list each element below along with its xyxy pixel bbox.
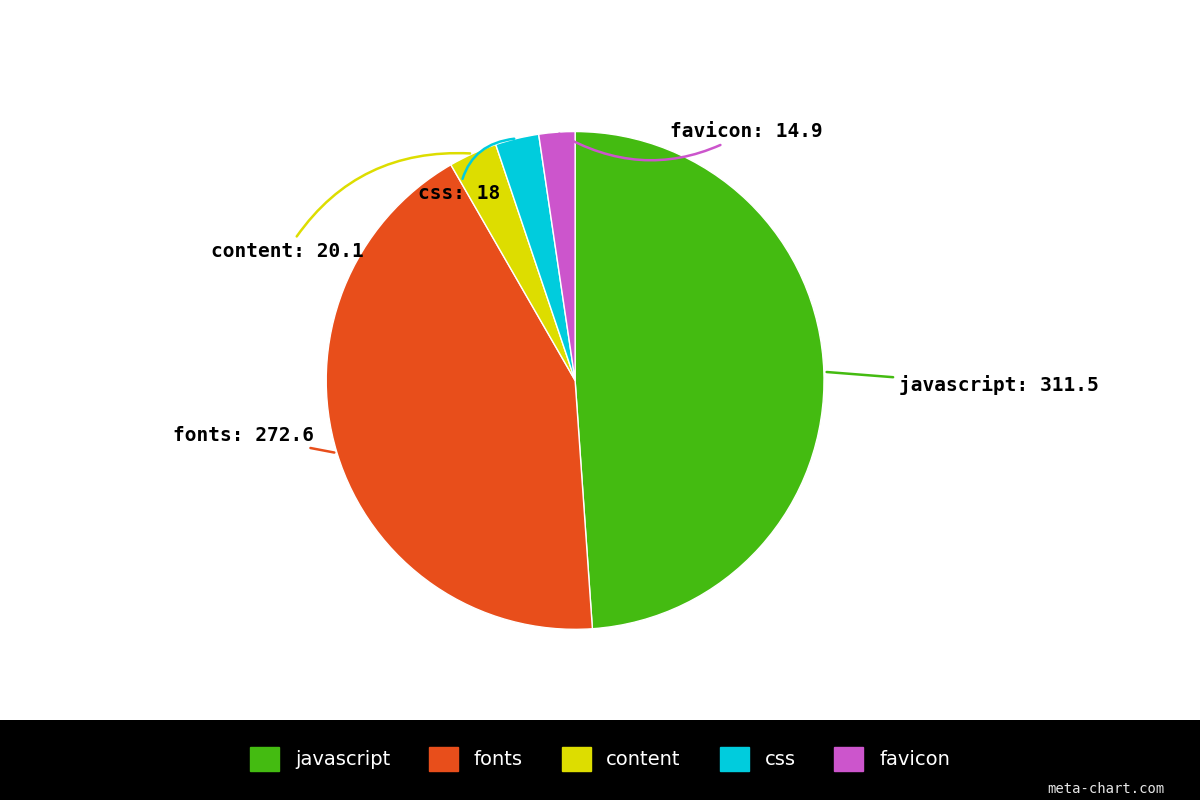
Wedge shape xyxy=(539,131,575,381)
Text: favicon: 14.9: favicon: 14.9 xyxy=(559,122,822,160)
Text: content: 20.1: content: 20.1 xyxy=(211,153,470,261)
Text: css: 18: css: 18 xyxy=(418,138,515,203)
Wedge shape xyxy=(451,145,575,381)
Wedge shape xyxy=(326,165,593,630)
Wedge shape xyxy=(496,134,575,381)
Text: fonts: 272.6: fonts: 272.6 xyxy=(173,426,335,453)
Text: meta-chart.com: meta-chart.com xyxy=(1046,782,1164,796)
Legend: javascript, fonts, content, css, favicon: javascript, fonts, content, css, favicon xyxy=(242,739,958,778)
Wedge shape xyxy=(575,131,824,629)
Text: javascript: 311.5: javascript: 311.5 xyxy=(827,372,1098,395)
